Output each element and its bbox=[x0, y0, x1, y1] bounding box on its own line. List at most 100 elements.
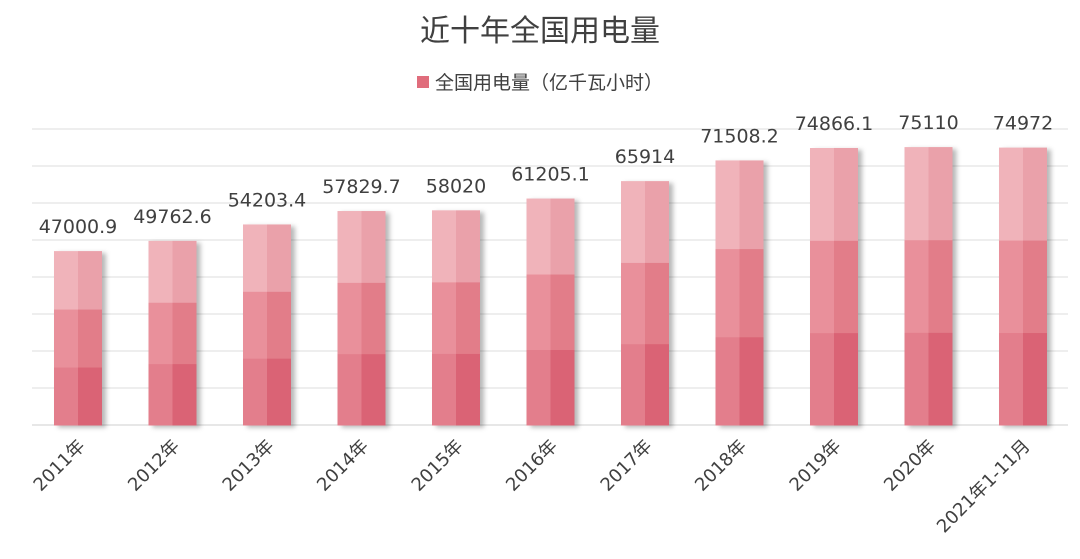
bar-segment bbox=[928, 332, 953, 426]
bar-segment bbox=[645, 262, 669, 345]
data-labels: 47000.9 49762.6 54203.4 57829.7 58020 61205.1… bbox=[39, 112, 1054, 238]
bar-segment bbox=[361, 353, 386, 426]
data-label: 75110 bbox=[898, 112, 958, 134]
bar-segment bbox=[1023, 332, 1047, 426]
bar-segment bbox=[715, 336, 740, 426]
bar-segment bbox=[432, 281, 456, 354]
bar-segment bbox=[267, 291, 291, 359]
bar-segment bbox=[337, 211, 362, 283]
data-label: 71508.2 bbox=[700, 125, 779, 147]
bar-segment bbox=[621, 181, 645, 263]
data-label: 47000.9 bbox=[39, 216, 118, 238]
bar-segment bbox=[621, 262, 645, 345]
bar-segment bbox=[243, 291, 267, 359]
x-tick-label: 2017年 bbox=[597, 436, 657, 496]
chart-title: 近十年全国用电量 bbox=[420, 14, 660, 49]
bar-segment bbox=[904, 332, 929, 426]
bar-segment bbox=[361, 282, 386, 355]
bar-segment bbox=[267, 358, 291, 426]
bar-segment bbox=[834, 240, 858, 334]
bar-segment bbox=[739, 248, 764, 338]
bar bbox=[148, 240, 197, 426]
bar-segment bbox=[243, 358, 267, 426]
data-label: 74972 bbox=[993, 113, 1053, 135]
x-tick-label: 2019年 bbox=[786, 436, 846, 496]
bar-segment bbox=[337, 353, 362, 426]
bar-segment bbox=[928, 147, 953, 241]
bar-segment bbox=[1023, 240, 1047, 334]
data-label: 58020 bbox=[426, 175, 486, 197]
legend-label: 全国用电量（亿千瓦小时） bbox=[434, 72, 663, 94]
legend: 全国用电量（亿千瓦小时） bbox=[0, 68, 1080, 95]
bar bbox=[526, 198, 575, 426]
bar bbox=[621, 181, 669, 426]
bar-segment bbox=[645, 343, 669, 426]
bar-segment bbox=[526, 274, 551, 351]
bar-segment bbox=[904, 147, 929, 241]
data-label: 54203.4 bbox=[228, 189, 307, 211]
bar-segment bbox=[739, 336, 764, 426]
bar-segment bbox=[810, 147, 834, 241]
bar bbox=[243, 224, 291, 426]
bar-segment bbox=[928, 239, 953, 333]
bar-segment bbox=[172, 363, 197, 426]
bar-segment bbox=[432, 210, 456, 283]
bar-segment bbox=[904, 239, 929, 333]
bar-segment bbox=[148, 240, 173, 303]
bar bbox=[432, 210, 480, 426]
bar-segment bbox=[148, 363, 173, 426]
x-tick-label: 2018年 bbox=[691, 436, 751, 496]
bar-segment bbox=[1023, 147, 1047, 241]
x-tick-label: 2015年 bbox=[408, 436, 468, 496]
bar-segment bbox=[739, 160, 764, 250]
data-label: 61205.1 bbox=[511, 164, 590, 186]
data-label: 65914 bbox=[615, 146, 675, 168]
bar-segment bbox=[361, 211, 386, 283]
bar-segment bbox=[621, 343, 645, 426]
bar-segment bbox=[550, 274, 575, 351]
bar-segment bbox=[54, 251, 78, 310]
x-tick-label: 2014年 bbox=[313, 436, 373, 496]
legend-swatch bbox=[416, 75, 429, 88]
bar-segment bbox=[78, 367, 102, 426]
bar-segment bbox=[834, 147, 858, 241]
bar-segment bbox=[243, 224, 267, 292]
bar-segment bbox=[456, 353, 480, 426]
bar bbox=[810, 147, 858, 426]
bar-segment bbox=[526, 198, 551, 275]
bar-segment bbox=[54, 309, 78, 368]
bar-segment bbox=[550, 349, 575, 426]
bar-segment bbox=[645, 181, 669, 263]
bar bbox=[337, 211, 386, 426]
data-label: 74866.1 bbox=[795, 113, 874, 135]
bar-segment bbox=[267, 224, 291, 292]
bar bbox=[904, 147, 953, 426]
x-tick-label: 2013年 bbox=[219, 436, 279, 496]
x-tick-label: 2021年1-11月 bbox=[933, 436, 1035, 538]
bar-segment bbox=[54, 367, 78, 426]
bar-segment bbox=[999, 240, 1023, 334]
bar-segment bbox=[172, 302, 197, 365]
bar-segment bbox=[999, 147, 1023, 241]
bar bbox=[715, 160, 764, 426]
bar-segment bbox=[172, 240, 197, 303]
data-label: 57829.7 bbox=[322, 176, 401, 198]
bar-segment bbox=[550, 198, 575, 275]
bar bbox=[54, 251, 102, 426]
bar-segment bbox=[78, 251, 102, 310]
bar-segment bbox=[432, 353, 456, 426]
bar-segment bbox=[337, 282, 362, 355]
bars bbox=[54, 147, 1047, 426]
x-tick-label: 2012年 bbox=[124, 436, 184, 496]
bar-segment bbox=[456, 281, 480, 354]
bar-segment bbox=[810, 332, 834, 426]
bar-segment bbox=[810, 240, 834, 334]
x-tick-label: 2016年 bbox=[502, 436, 562, 496]
x-tick-labels: 2011年 2012年 2013年 2014年 2015年 2016年 2017年 2018年… bbox=[30, 436, 1035, 538]
data-label: 49762.6 bbox=[133, 206, 212, 228]
x-tick-label: 2020年 bbox=[880, 436, 940, 496]
bar-segment bbox=[526, 349, 551, 426]
bar-segment bbox=[456, 210, 480, 283]
bar-segment bbox=[78, 309, 102, 368]
